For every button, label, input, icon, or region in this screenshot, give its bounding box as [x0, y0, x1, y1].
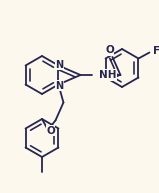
Text: O: O	[105, 45, 114, 55]
Text: N: N	[55, 59, 63, 69]
Text: NH: NH	[99, 70, 117, 80]
Text: O: O	[46, 125, 55, 135]
Text: N: N	[55, 80, 63, 91]
Text: F: F	[153, 47, 159, 57]
